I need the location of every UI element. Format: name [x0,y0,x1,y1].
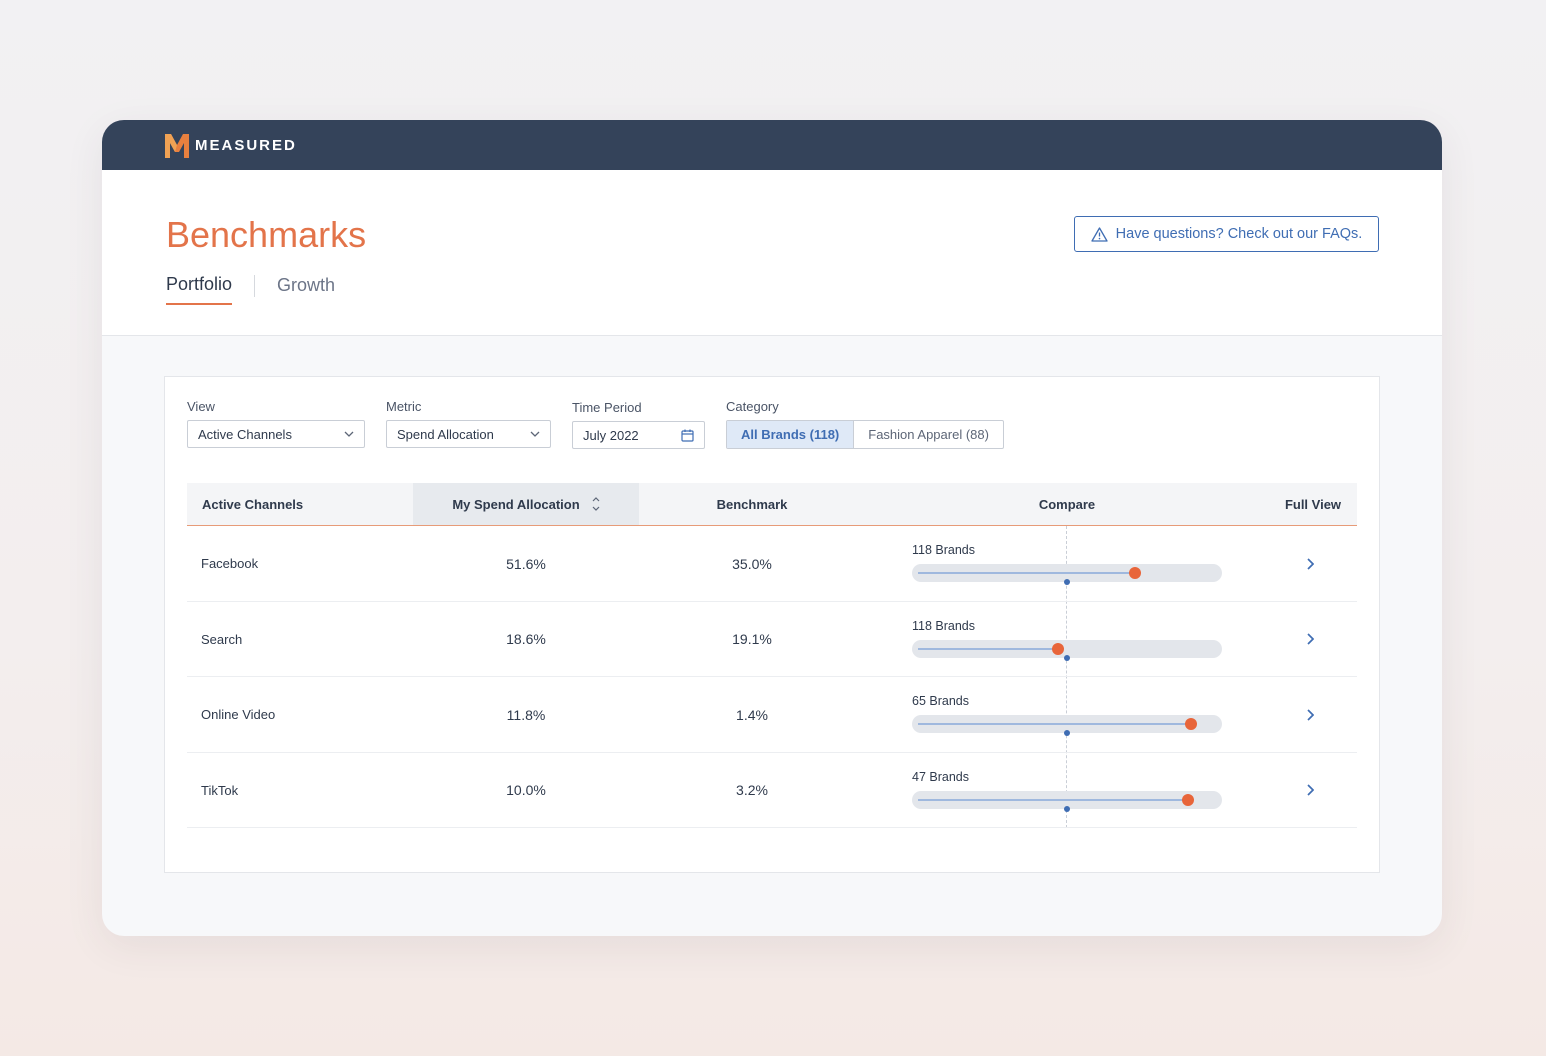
view-select-value: Active Channels [198,426,292,442]
column-header-my-spend[interactable]: My Spend Allocation [413,483,639,525]
compare-fill [918,647,1058,650]
table-body: Facebook 51.6% 35.0% 118 Brands Search [187,526,1357,828]
column-header-full-view: Full View [1284,496,1342,512]
chevron-right-icon [1307,633,1314,645]
tab-bar: Portfolio Growth [166,274,335,305]
brand-name: MEASURED [195,136,297,154]
sort-icon [592,497,600,511]
chevron-right-icon [1307,557,1314,570]
table-row: TikTok 10.0% 3.2% 47 Brands [187,753,1357,828]
benchmark-value: 3.2% [736,782,768,798]
view-select[interactable]: Active Channels [187,420,365,448]
compare-fill [918,572,1135,574]
brand-count: 65 Brands [912,694,969,708]
channel-name: Search [201,631,243,647]
channel-name: TikTok [201,782,239,798]
brand-count: 47 Brands [912,769,969,784]
my-spend-value: 11.8% [506,706,546,723]
category-toggle: All Brands (118) Fashion Apparel (88) [726,420,1004,449]
full-view-link[interactable] [1306,526,1314,601]
category-fashion-apparel[interactable]: Fashion Apparel (88) [868,427,989,442]
tab-divider [254,274,256,297]
benchmark-marker [1064,805,1070,812]
brand-count: 118 Brands [912,618,976,633]
tab-growth[interactable]: Growth [277,275,336,295]
time-period-input[interactable]: July 2022 [572,421,705,449]
calendar-icon [681,429,694,442]
compare-track [912,790,1222,809]
channel-name: Online Video [201,707,276,722]
chevron-right-icon [1307,708,1314,721]
channel-name: Facebook [201,556,259,571]
compare-track [912,639,1222,658]
my-spend-value: 18.6% [506,631,546,647]
warning-triangle-icon [1091,226,1108,242]
column-header-compare: Compare [1038,496,1096,512]
full-view-link[interactable] [1306,753,1314,828]
my-value-marker [1129,567,1141,579]
tab-portfolio[interactable]: Portfolio [166,274,233,305]
chevron-down-icon [344,431,354,437]
my-value-marker [1185,718,1197,730]
compare-track [912,715,1222,733]
metric-select[interactable]: Spend Allocation [386,420,551,448]
column-header-my-spend-label: My Spend Allocation [452,496,580,512]
benchmark-marker [1064,654,1070,661]
app-window: MEASURED Benchmarks Have questions? Chec… [102,120,1442,936]
category-all-brands[interactable]: All Brands (118) [727,421,855,448]
metric-label: Metric [386,399,422,414]
view-label: View [187,399,215,414]
column-header-benchmark: Benchmark [716,496,788,512]
benchmark-marker [1064,579,1070,585]
my-spend-value: 51.6% [506,555,546,572]
faq-button-label: Have questions? Check out our FAQs. [1115,226,1363,242]
benchmark-value: 19.1% [732,631,772,647]
page-title: Benchmarks [166,214,367,255]
chevron-right-icon [1307,784,1314,796]
my-value-marker [1182,793,1194,806]
benchmarks-panel: View Active Channels Metric Spend Alloca… [164,376,1380,873]
time-period-value: July 2022 [583,427,639,443]
full-view-link[interactable] [1306,602,1314,677]
benchmark-marker [1064,730,1070,736]
benchmark-median-line [1066,526,1067,828]
table-header: Active Channels My Spend Allocation Benc… [187,483,1357,526]
compare-track [912,564,1222,582]
compare-fill [918,723,1191,725]
measured-logo-icon [165,134,189,158]
table-row: Facebook 51.6% 35.0% 118 Brands [187,526,1357,602]
category-label: Category [726,399,779,414]
my-spend-value: 10.0% [506,782,546,798]
table-row: Search 18.6% 19.1% 118 Brands [187,602,1357,677]
full-view-link[interactable] [1306,677,1314,752]
table-row: Online Video 11.8% 1.4% 65 Brands [187,677,1357,753]
column-header-channel: Active Channels [202,496,304,512]
metric-select-value: Spend Allocation [397,426,494,442]
page-header: Benchmarks Have questions? Check out our… [102,170,1442,336]
compare-fill [918,798,1188,801]
benchmarks-table: Active Channels My Spend Allocation Benc… [187,483,1357,828]
faq-button[interactable]: Have questions? Check out our FAQs. [1074,216,1379,252]
benchmark-value: 35.0% [732,555,772,572]
benchmark-value: 1.4% [736,706,768,723]
my-value-marker [1052,642,1064,655]
top-navigation-bar: MEASURED [102,120,1442,170]
time-period-label: Time Period [572,400,642,415]
brand-count: 118 Brands [912,543,976,557]
chevron-down-icon [530,431,540,437]
